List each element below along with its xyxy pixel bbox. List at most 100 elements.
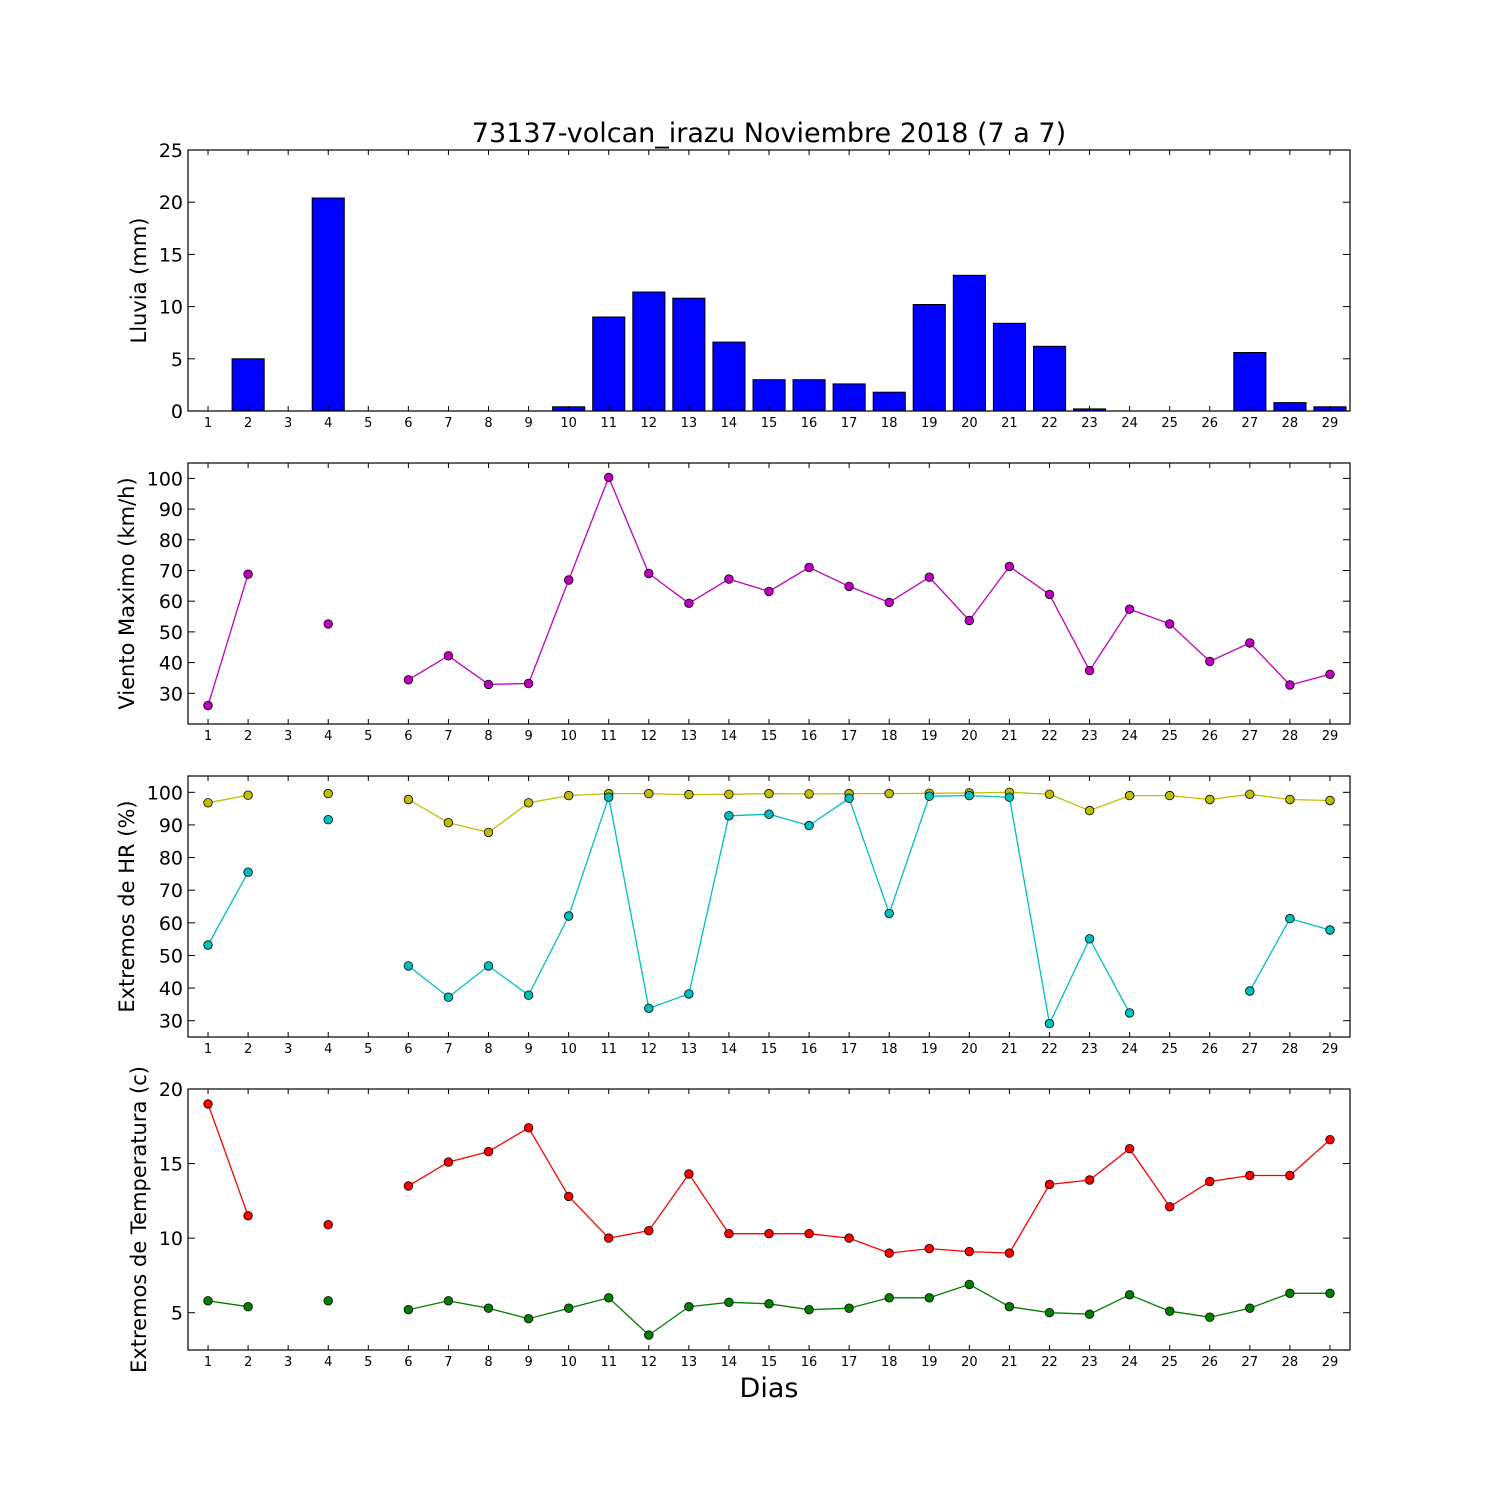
y-tick-label: 5 <box>171 1303 183 1325</box>
series-1-point <box>403 675 414 685</box>
x-tick-label: 22 <box>1041 416 1058 431</box>
y-axis-label: Extremos de HR (%) <box>115 800 139 1012</box>
x-tick-label: 27 <box>1242 1042 1259 1057</box>
y-tick-label: 5 <box>171 349 183 371</box>
series-1-point <box>1084 665 1095 676</box>
x-tick-label: 3 <box>284 729 292 744</box>
x-tick-label: 6 <box>404 1355 412 1370</box>
x-tick-label: 23 <box>1081 1042 1098 1057</box>
x-tick-label: 27 <box>1242 729 1259 744</box>
series-1-point <box>1004 1248 1015 1258</box>
x-tick-label: 2 <box>244 1355 252 1370</box>
x-tick-label: 29 <box>1322 729 1339 744</box>
series-2-point <box>844 1303 854 1313</box>
x-tick-label: 15 <box>761 729 778 744</box>
series-1-point <box>1245 1170 1255 1181</box>
series-1-point <box>1164 1202 1175 1212</box>
x-tick-label: 7 <box>444 1355 452 1370</box>
x-tick-label: 17 <box>841 416 858 431</box>
x-tick-label: 3 <box>284 1042 292 1057</box>
series-1-point <box>1124 790 1135 801</box>
x-tick-label: 22 <box>1041 729 1058 744</box>
series-1-point <box>884 597 894 608</box>
series-1-point <box>1285 680 1295 690</box>
x-tick-label: 27 <box>1242 1355 1259 1370</box>
x-tick-label: 4 <box>324 729 332 744</box>
figure-title: 73137-volcan_irazu Noviembre 2018 (7 a 7… <box>472 118 1066 149</box>
series-1-point <box>443 818 454 828</box>
series-1-line <box>207 794 249 804</box>
series-2-point <box>1004 792 1015 802</box>
series-1-point <box>924 572 935 582</box>
series-1-point <box>1245 638 1255 648</box>
rain-bar <box>792 379 826 412</box>
y-axis-label: Lluvia (mm) <box>127 218 151 344</box>
series-1-point <box>644 568 654 579</box>
series-1-point <box>684 789 694 800</box>
y-tick-label: 40 <box>159 978 183 1000</box>
x-tick-label: 16 <box>801 729 818 744</box>
y-tick-label: 70 <box>159 560 183 582</box>
series-2-line <box>207 871 249 946</box>
series-2-point <box>764 1299 774 1309</box>
x-tick-label: 21 <box>1001 729 1018 744</box>
series-1-point <box>1124 1143 1135 1154</box>
rain-bar <box>632 291 666 412</box>
x-tick-label: 13 <box>681 416 698 431</box>
x-tick-label: 1 <box>204 1355 212 1370</box>
x-tick-label: 9 <box>524 1042 532 1057</box>
series-2-point <box>203 940 213 950</box>
x-tick-label: 21 <box>1001 1355 1018 1370</box>
series-1-point <box>684 598 694 609</box>
x-tick-label: 16 <box>801 416 818 431</box>
x-tick-label: 24 <box>1121 1042 1138 1057</box>
series-2-point <box>203 1296 213 1306</box>
series-2-point <box>924 791 935 801</box>
x-tick-label: 20 <box>961 416 978 431</box>
series-1-point <box>884 788 894 799</box>
x-tick-label: 12 <box>641 416 658 431</box>
series-2-point <box>724 1297 734 1308</box>
x-tick-label: 29 <box>1322 416 1339 431</box>
series-1-point <box>1325 795 1335 806</box>
x-tick-label: 10 <box>560 416 577 431</box>
x-tick-label: 19 <box>921 1042 938 1057</box>
panel-1: 1 2 3 4 5 6 7 8 9 10 11 12 13 14 15 16 17 18 19 20 21 22 23 24 2… <box>127 140 1351 431</box>
series-2-point <box>564 1303 574 1313</box>
series-2-point <box>1245 1303 1255 1313</box>
y-tick-label: 10 <box>159 297 183 319</box>
series-1-point <box>804 789 814 799</box>
series-1-point <box>884 1248 894 1258</box>
x-tick-label: 2 <box>244 729 252 744</box>
series-1-point <box>203 798 213 808</box>
series-1-point <box>1285 794 1295 805</box>
x-tick-label: 14 <box>721 1355 738 1370</box>
x-tick-label: 14 <box>721 729 738 744</box>
series-2-point <box>844 793 854 803</box>
series-1-point <box>443 651 454 661</box>
series-2-point <box>483 961 494 971</box>
series-1-point <box>403 1181 414 1191</box>
series-1-point <box>443 1157 454 1167</box>
y-tick-label: 50 <box>159 622 183 644</box>
x-tick-label: 11 <box>600 1042 617 1057</box>
y-tick-label: 100 <box>147 782 183 804</box>
series-1-point <box>604 472 614 483</box>
series-2-point <box>684 989 694 999</box>
series-2-line <box>207 1300 249 1308</box>
series-2-point <box>964 1279 975 1290</box>
series-2-point <box>644 1003 654 1014</box>
series-1-point <box>1004 561 1015 572</box>
series-1-line <box>408 791 1331 834</box>
series-1-point <box>483 679 494 690</box>
series-2-point <box>1285 1288 1295 1299</box>
series-2-point <box>483 1303 494 1313</box>
series-1-point <box>1205 656 1215 667</box>
series-1-point <box>644 788 654 799</box>
x-axis-label: Dias <box>740 1373 799 1404</box>
rain-bar <box>912 304 946 412</box>
series-2-point <box>243 1301 253 1312</box>
series-1-point <box>1245 789 1255 800</box>
series-2-point <box>684 1301 694 1312</box>
x-tick-label: 7 <box>444 416 452 431</box>
